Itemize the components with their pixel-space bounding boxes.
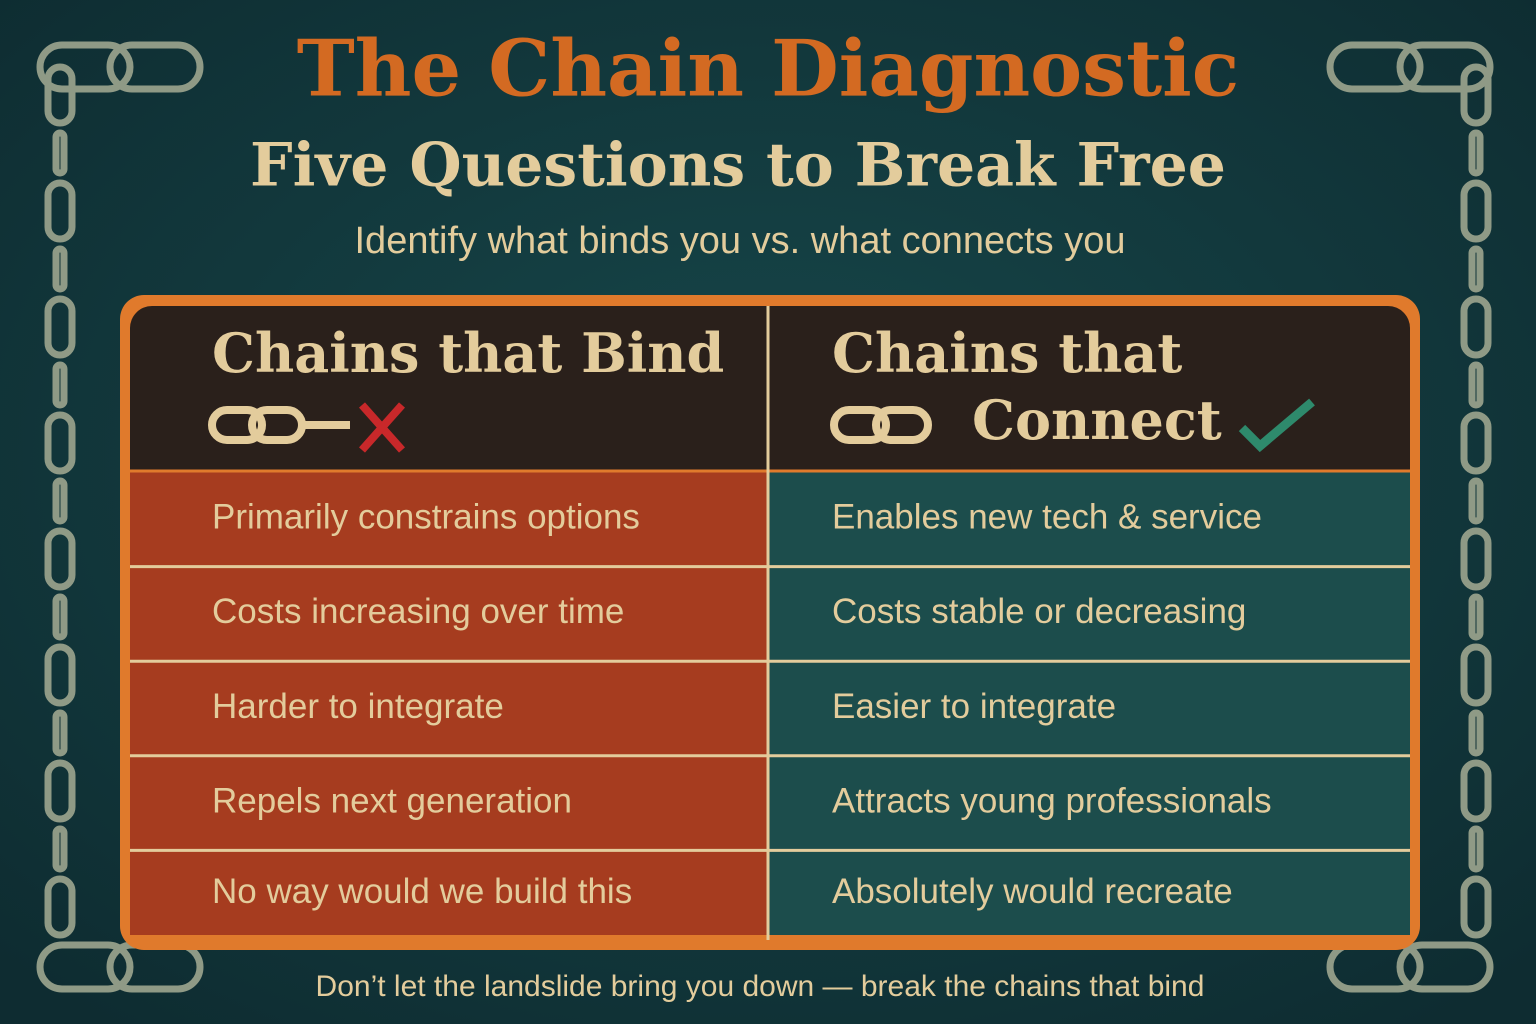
table-body: Primarily constrains options Enables new … (130, 469, 1410, 935)
chain-link (44, 875, 76, 939)
cell-connect (768, 661, 1410, 756)
tagline: Identify what binds you vs. what connect… (355, 220, 1126, 262)
chain-link (1460, 759, 1492, 823)
chain-link (44, 411, 76, 475)
column-header: Chains that (832, 321, 1182, 385)
chain-link (1468, 129, 1484, 177)
chain-link (52, 825, 68, 873)
cell-text: Primarily constrains options (212, 498, 640, 537)
x-icon (359, 402, 405, 453)
chain-link (1460, 411, 1492, 475)
cell-bind (130, 755, 768, 851)
chain-link (1460, 643, 1492, 707)
cell-bind (130, 566, 768, 662)
chain-link (1460, 875, 1492, 939)
chain-link (1326, 41, 1424, 93)
chain-link (44, 527, 76, 591)
footer: Don’t let the landslide bring you down —… (316, 970, 1205, 1003)
chain-link (1468, 361, 1484, 409)
cell-bind (130, 850, 768, 935)
cell-connect (768, 566, 1410, 662)
cell-connect (768, 472, 1410, 567)
chain-link (52, 593, 68, 641)
cell-bind (130, 472, 768, 567)
chain-link (52, 361, 68, 409)
chain-link (1460, 63, 1492, 127)
chain-link (44, 643, 76, 707)
cell-connect (768, 755, 1410, 851)
chain-link (1468, 477, 1484, 525)
chain-link (52, 477, 68, 525)
chain-icon (830, 406, 932, 444)
broken-chain-icon (208, 406, 350, 444)
cell-text: Harder to integrate (212, 687, 504, 726)
chain-link (1468, 245, 1484, 293)
check-icon (1238, 398, 1315, 453)
chain-link (1460, 527, 1492, 591)
chain-link (44, 295, 76, 359)
chain-link (44, 179, 76, 243)
column-header: Connect (972, 388, 1222, 452)
cell-text: Costs stable or decreasing (832, 592, 1246, 631)
cell-text: Easier to integrate (832, 687, 1116, 726)
chain-link (1468, 825, 1484, 873)
chain-link (1396, 941, 1494, 993)
chain-link (1468, 709, 1484, 757)
chain-link (36, 41, 134, 93)
chain-link (1460, 295, 1492, 359)
column-header: Chains that Bind (212, 321, 724, 385)
chain-link (36, 941, 134, 993)
cell-text: Absolutely would recreate (832, 872, 1233, 911)
chain-link (44, 63, 76, 127)
chain-link (52, 245, 68, 293)
chain-link (44, 759, 76, 823)
chain-link (1468, 593, 1484, 641)
chain-link (106, 41, 204, 93)
cell-text: Repels next generation (212, 781, 572, 820)
chain-link (52, 129, 68, 177)
chain-link (1460, 179, 1492, 243)
title: The Chain Diagnostic (297, 24, 1240, 115)
table-header (130, 306, 1410, 470)
cell-text: Enables new tech & service (832, 498, 1262, 537)
chain-link (52, 709, 68, 757)
cell-text: Attracts young professionals (832, 781, 1272, 820)
chain-link (1396, 41, 1494, 93)
cell-text: Costs increasing over time (212, 592, 624, 631)
subtitle: Five Questions to Break Free (250, 131, 1226, 201)
cell-connect (768, 850, 1410, 935)
cell-bind (130, 661, 768, 756)
cell-text: No way would we build this (212, 872, 632, 911)
